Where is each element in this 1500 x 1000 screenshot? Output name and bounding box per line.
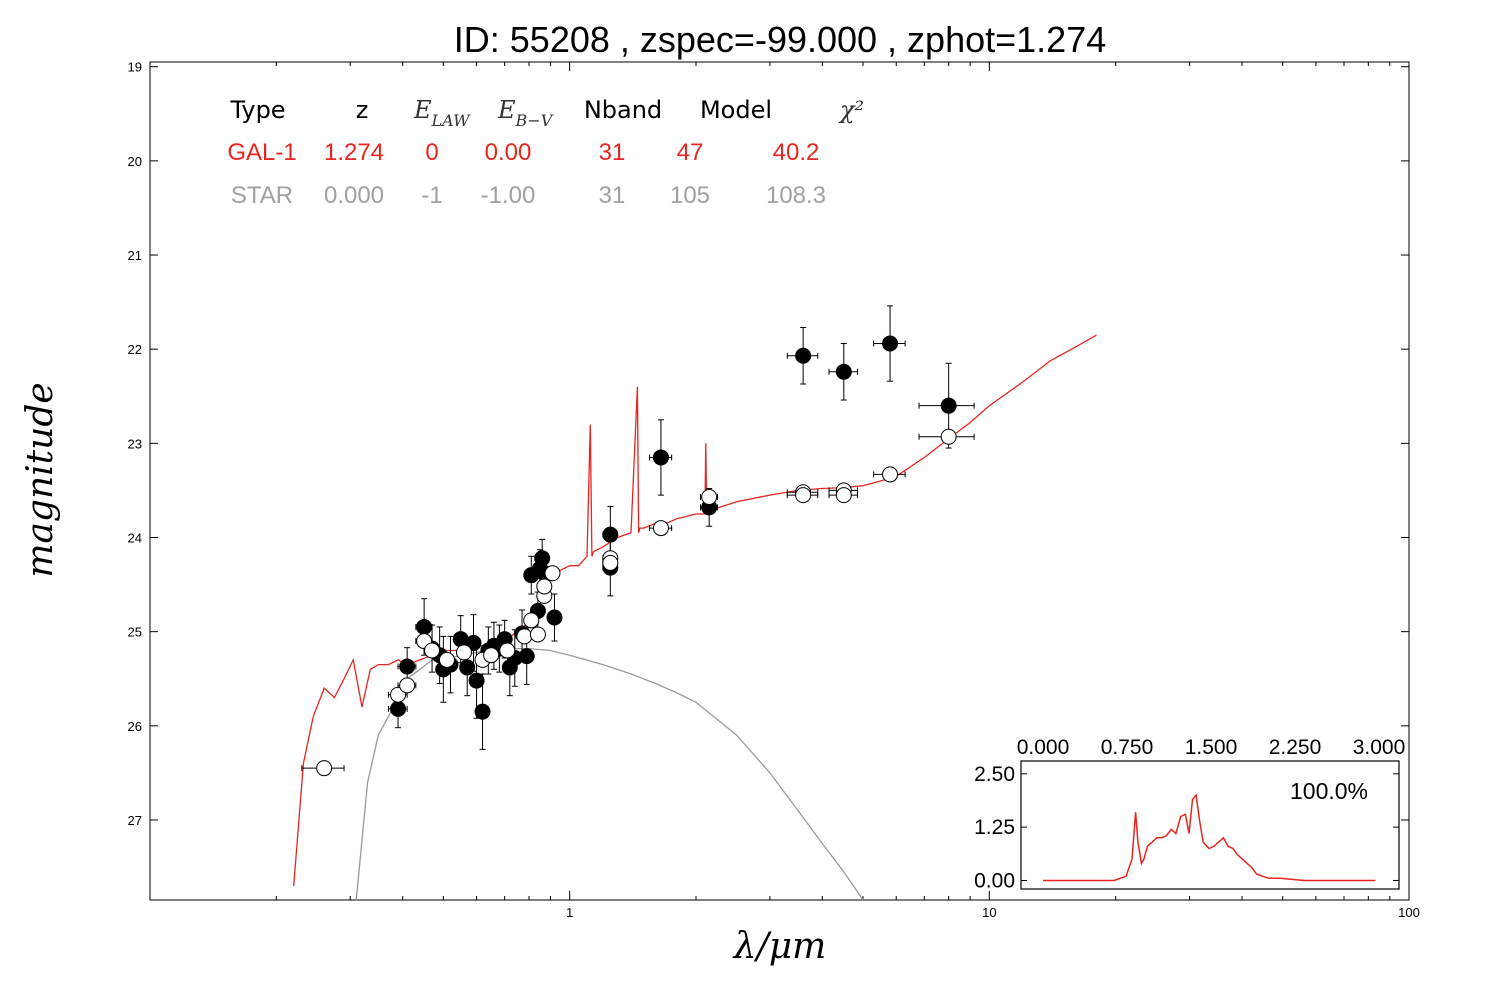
inset-pdf-curve xyxy=(1043,793,1376,882)
observed-flux-point xyxy=(652,449,669,466)
table-cell: -1 xyxy=(421,182,442,209)
main-plot-frame xyxy=(149,61,1410,901)
chart-title: ID: 55208 , zspec=-99.000 , zphot=1.274 xyxy=(454,19,1106,60)
model-flux-point xyxy=(544,565,561,582)
inset-x-tick-label: 1.500 xyxy=(1185,736,1238,759)
model-flux-point xyxy=(940,428,957,445)
table-header: EB−V xyxy=(497,96,554,130)
observed-flux-point xyxy=(882,335,899,352)
table-cell: 0.00 xyxy=(485,139,532,166)
main-axis-tick-labels: 1 10 100 19 20 21 22 23 24 25 26 27 xyxy=(128,60,1420,920)
redshift-pdf-line xyxy=(1043,793,1376,882)
x-tick-label: 1 xyxy=(566,905,573,920)
observed-flux-point xyxy=(459,659,476,676)
model-flux-point xyxy=(455,644,472,661)
table-cell: -1.00 xyxy=(481,182,536,209)
y-tick-label: 25 xyxy=(128,625,142,640)
table-cell: 31 xyxy=(599,182,626,209)
table-header: Type xyxy=(229,96,285,124)
model-flux-point xyxy=(652,520,669,537)
y-tick-label: 19 xyxy=(128,60,142,75)
inset-x-tick-label: 3.000 xyxy=(1353,736,1406,759)
inset-axis-ticks xyxy=(1021,773,1399,881)
model-flux-point xyxy=(399,677,416,694)
star-model-line xyxy=(355,647,864,901)
observed-flux-point xyxy=(546,609,563,626)
model-flux-point xyxy=(483,647,500,664)
inset-percent-label: 100.0% xyxy=(1290,778,1368,804)
observed-flux-point xyxy=(465,634,482,651)
galaxy-model-line xyxy=(293,334,1097,886)
observed-flux-point xyxy=(399,658,416,675)
table-header: z xyxy=(356,96,369,124)
observed-flux-point xyxy=(940,397,957,414)
y-tick-label: 26 xyxy=(128,719,142,734)
table-cell: 47 xyxy=(677,139,704,166)
inset-x-tick-label: 2.250 xyxy=(1269,736,1322,759)
table-header: Model xyxy=(700,96,772,124)
y-tick-label: 24 xyxy=(128,530,142,545)
observed-flux-point xyxy=(534,550,551,567)
table-cell: GAL-1 xyxy=(227,139,296,166)
table-header: χ² xyxy=(838,96,864,124)
table-cell: 0.000 xyxy=(324,182,384,209)
observed-flux-point xyxy=(795,347,812,364)
fit-results-table: Type z ELAW EB−V Nband Model χ² GAL-1 1.274 0 0.00… xyxy=(227,96,864,209)
model-flux-point xyxy=(316,760,333,777)
model-flux-point xyxy=(701,489,718,506)
observed-flux-point xyxy=(390,700,407,717)
x-tick-label: 10 xyxy=(982,905,996,920)
observed-flux-point xyxy=(518,648,535,665)
y-axis-label: magnitude xyxy=(20,382,61,577)
model-flux-point xyxy=(438,651,455,668)
table-cell: 40.2 xyxy=(773,139,820,166)
inset-axis-tick-labels: 0.000 0.750 1.500 2.250 3.000 0.00 1.25 2.50 xyxy=(974,736,1405,892)
table-header: Nband xyxy=(584,96,662,124)
y-tick-label: 27 xyxy=(128,813,142,828)
y-tick-label: 23 xyxy=(128,436,142,451)
table-header: ELAW xyxy=(413,96,471,130)
inset-y-tick-label: 2.50 xyxy=(974,763,1015,786)
model-flux-point xyxy=(882,466,899,483)
model-flux-point xyxy=(529,626,546,643)
inset-x-tick-label: 0.000 xyxy=(1017,736,1070,759)
model-flux-point xyxy=(516,628,533,645)
inset-frame xyxy=(1020,760,1400,890)
y-tick-label: 22 xyxy=(128,342,142,357)
model-flux-point xyxy=(602,554,619,571)
model-flux-point xyxy=(424,642,441,659)
table-cell: 31 xyxy=(599,139,626,166)
table-cell: 108.3 xyxy=(766,182,826,209)
model-flux-point xyxy=(835,487,852,504)
table-cell: 1.274 xyxy=(324,139,384,166)
x-tick-label: 100 xyxy=(1398,905,1420,920)
redshift-pdf-inset: 0.000 0.750 1.500 2.250 3.000 0.00 1.25 2.50 10… xyxy=(974,736,1405,892)
y-tick-label: 20 xyxy=(128,154,142,169)
inset-y-tick-label: 1.25 xyxy=(974,816,1015,839)
model-flux-point xyxy=(795,487,812,504)
y-tick-label: 21 xyxy=(128,248,142,263)
model-flux-point xyxy=(523,612,540,629)
observed-flux-point xyxy=(416,618,433,635)
inset-y-tick-label: 0.00 xyxy=(974,869,1015,892)
table-cell: 0 xyxy=(425,139,438,166)
main-axis-ticks xyxy=(150,62,1410,900)
table-cell: 105 xyxy=(670,182,710,209)
table-cell: STAR xyxy=(231,182,293,209)
main-plot-area: 1 10 100 19 20 21 22 23 24 25 26 27 xyxy=(128,60,1420,920)
x-axis-label: λ/μm xyxy=(732,926,826,967)
inset-x-tick-label: 0.750 xyxy=(1101,736,1154,759)
model-flux-point xyxy=(499,642,516,659)
model-flux-point xyxy=(536,578,553,595)
observed-flux-point xyxy=(468,672,485,689)
observed-flux-point xyxy=(835,363,852,380)
photometry-points xyxy=(301,305,975,777)
observed-flux-point xyxy=(474,703,491,720)
